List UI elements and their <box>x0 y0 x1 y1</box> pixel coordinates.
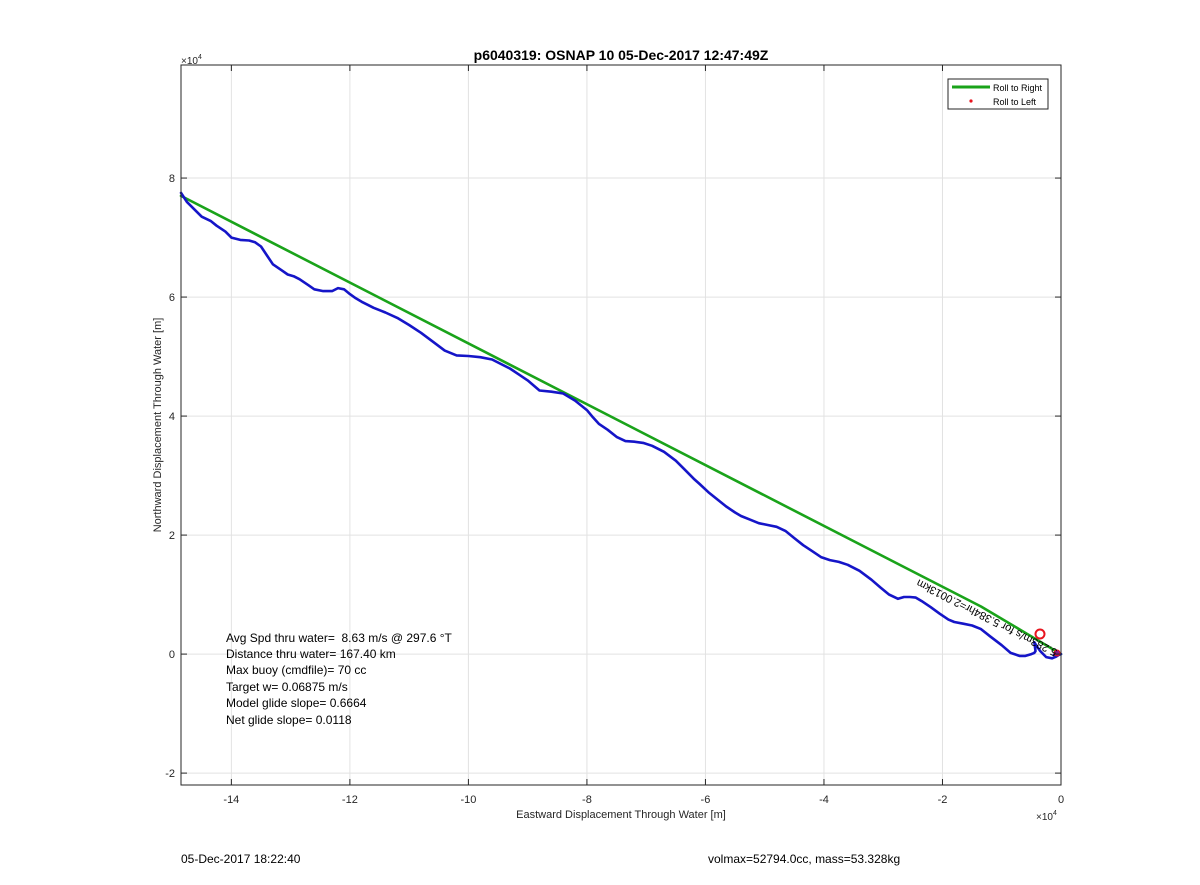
y-exponent-label: ×104 <box>181 54 202 67</box>
x-exponent-label: ×104 <box>1036 810 1057 823</box>
x-tick-label: -4 <box>819 794 829 806</box>
legend-box <box>947 78 1049 110</box>
x-exponent-base: ×10 <box>1036 812 1053 823</box>
grid-lines <box>181 65 1062 785</box>
x-axis-label: Eastward Displacement Through Water [m] <box>516 809 726 821</box>
y-tick-label: 2 <box>169 530 175 542</box>
plot-background <box>181 65 1061 785</box>
annotation-net-glide: Net glide slope= 0.0118 <box>226 713 352 727</box>
legend-label-roll-left: Roll to Left <box>993 97 1037 107</box>
series-layer <box>179 191 1063 660</box>
legend-label-roll-right: Roll to Right <box>993 83 1043 93</box>
y-tick-label: -2 <box>165 768 175 780</box>
y-tick-label: 4 <box>169 411 175 423</box>
y-tick-label: 0 <box>169 649 175 661</box>
y-axis-label: Northward Displacement Through Water [m] <box>152 318 164 533</box>
plot-frame <box>180 64 1062 786</box>
footer-timestamp: 05-Dec-2017 18:22:40 <box>181 852 301 866</box>
chart-title: p6040319: OSNAP 10 05-Dec-2017 12:47:49Z <box>474 47 769 63</box>
start-marker <box>1034 628 1046 640</box>
x-tick-label: -12 <box>342 794 358 806</box>
y-tick-label: 8 <box>169 173 175 185</box>
legend-marker-roll-left <box>969 99 973 103</box>
x-exponent-power: 4 <box>1053 810 1057 817</box>
x-tick-label: 0 <box>1058 794 1064 806</box>
annotation-target-w: Target w= 0.06875 m/s <box>226 680 348 694</box>
annotation-block: Avg Spd thru water= 8.63 m/s @ 297.6 °T … <box>226 631 453 727</box>
y-exponent-power: 4 <box>198 54 202 61</box>
y-tick-label: 6 <box>169 292 175 304</box>
annotation-max-buoy: Max buoy (cmdfile)= 70 cc <box>226 663 366 677</box>
x-tick-label: -6 <box>701 794 711 806</box>
annotation-distance: Distance thru water= 167.40 km <box>226 647 396 661</box>
ticks: -14 -12 -10 -8 -6 -4 -2 0 -2 0 2 4 6 8 <box>165 65 1064 806</box>
y-exponent-base: ×10 <box>181 56 198 67</box>
x-tick-label: -10 <box>460 794 476 806</box>
annotation-model-glide: Model glide slope= 0.6664 <box>226 696 367 710</box>
annotation-avg-speed: Avg Spd thru water= 8.63 m/s @ 297.6 °T <box>226 631 453 645</box>
legend: Roll to Right Roll to Left <box>947 78 1049 110</box>
x-tick-label: -2 <box>938 794 948 806</box>
track-line <box>179 191 1063 660</box>
footer-volmax-mass: volmax=52794.0cc, mass=53.328kg <box>708 852 901 866</box>
roll-to-right-line <box>179 194 1063 656</box>
x-tick-label: -8 <box>582 794 592 806</box>
x-tick-label: -14 <box>223 794 239 806</box>
